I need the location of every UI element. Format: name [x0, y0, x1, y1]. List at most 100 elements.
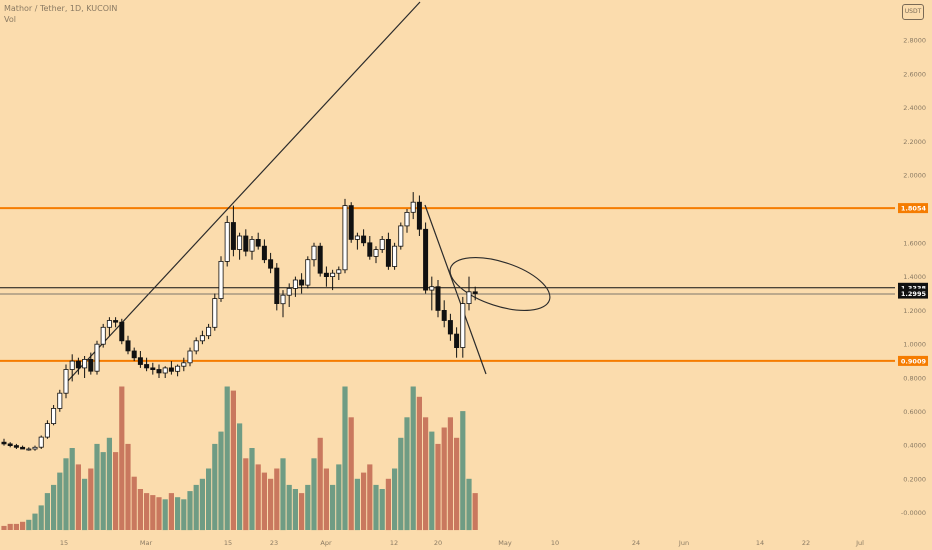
price-tick-label: 0.8000 [903, 375, 926, 383]
price-tick-label: 2.6000 [903, 70, 926, 78]
volume-bar [404, 417, 410, 531]
volume-bar [472, 493, 478, 530]
volume-bar [206, 468, 212, 530]
volume-bar [255, 464, 261, 530]
candle [212, 293, 218, 331]
volume-bar [193, 484, 199, 530]
candle [199, 330, 205, 345]
candle [230, 205, 236, 257]
volume-bar [299, 493, 305, 530]
volume-bar [7, 523, 13, 530]
volume-bar [323, 468, 329, 530]
volume-bar [175, 497, 181, 530]
volume-bar [348, 417, 354, 531]
time-tick-label: 14 [756, 539, 764, 547]
price-marker: 1.3338 [898, 282, 928, 293]
volume-bar [292, 489, 298, 530]
candle [7, 442, 13, 448]
candle [336, 266, 342, 280]
volume-bar [330, 484, 336, 530]
price-tick-label: 0.2000 [903, 475, 926, 483]
candle [311, 242, 317, 267]
candle [460, 296, 466, 358]
candle [274, 263, 280, 311]
time-tick-label: Jul [855, 539, 864, 547]
candle [286, 283, 292, 307]
price-marker-label: 1.3338 [901, 284, 927, 292]
volume-bar [131, 476, 137, 530]
volume-bar [460, 411, 466, 530]
volume-bar [249, 448, 255, 530]
candle [206, 323, 212, 340]
candle [392, 242, 398, 270]
price-tick-label: 1.6000 [903, 239, 926, 247]
time-tick-label: 20 [434, 539, 442, 547]
candle [466, 276, 472, 311]
candle [119, 318, 125, 345]
volume-bar [162, 499, 168, 531]
highlight-ellipse [449, 257, 551, 311]
time-tick-label: 12 [390, 539, 398, 547]
volume-bar [379, 489, 385, 530]
currency-badge[interactable]: USDT [902, 4, 924, 20]
volume-bar [336, 464, 342, 530]
volume-bar [230, 390, 236, 530]
candle [361, 229, 367, 247]
volume-bar [317, 437, 323, 531]
candle [113, 317, 119, 328]
time-tick-label: Jun [678, 539, 689, 547]
volume-bar [1, 525, 7, 530]
volume-bar [342, 386, 348, 530]
price-marker: 1.8054 [898, 203, 928, 214]
volume-bar [69, 448, 75, 530]
volume-bar [119, 386, 125, 530]
price-tick-label: 2.2000 [903, 138, 926, 146]
volume-bar [57, 472, 63, 530]
volume-bar [168, 493, 174, 530]
candle [26, 447, 32, 451]
price-marker-label: 1.2995 [901, 290, 927, 298]
candle [57, 389, 63, 412]
volume-bar [261, 472, 267, 530]
volume-bar [280, 458, 286, 531]
downtrend-line [424, 204, 487, 375]
candle [187, 347, 193, 367]
volume-bar [88, 468, 94, 530]
candle [441, 300, 447, 328]
candle [373, 246, 379, 264]
time-tick-label: 15 [224, 539, 232, 547]
volume-bar [429, 431, 435, 530]
candle [13, 443, 19, 449]
candle [398, 222, 404, 250]
candle [317, 242, 323, 277]
candle [88, 352, 94, 375]
candle [82, 356, 88, 378]
time-tick-label: Mar [140, 539, 153, 547]
candle [472, 286, 478, 301]
volume-bar [435, 443, 441, 530]
time-tick-label: 22 [802, 539, 810, 547]
price-marker: 1.2995 [898, 288, 928, 299]
time-tick-label: 24 [632, 539, 640, 547]
volume-bar [113, 452, 119, 530]
volume-bar [26, 519, 32, 531]
candle [32, 445, 38, 451]
price-marker-label: 1.8054 [901, 205, 927, 213]
volume-bar [423, 417, 429, 531]
candle [292, 276, 298, 297]
candle [423, 222, 429, 294]
price-tick-label: 2.4000 [903, 104, 926, 112]
candle [268, 252, 274, 274]
candle [100, 323, 106, 348]
trendlines-layer [0, 1, 895, 385]
volume-bar [224, 386, 230, 530]
candle [181, 357, 187, 372]
volume-indicator-label[interactable]: Vol [4, 15, 16, 24]
volume-bar [286, 484, 292, 530]
time-tick-label: 15 [60, 539, 68, 547]
candle [1, 438, 7, 446]
candle [144, 357, 150, 372]
candle [156, 364, 162, 378]
